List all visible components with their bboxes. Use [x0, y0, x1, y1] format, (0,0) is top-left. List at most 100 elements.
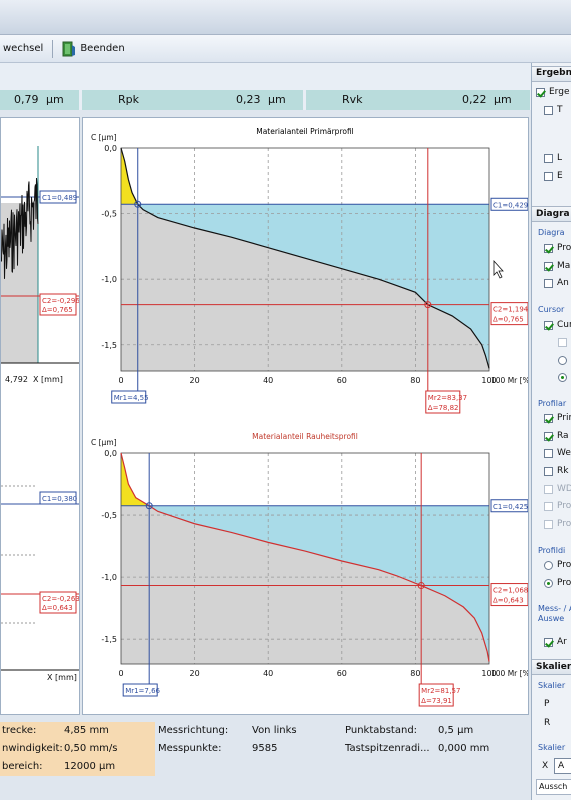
exit-button-label: Beenden — [80, 43, 125, 54]
y-tick-label: 0,0 — [104, 144, 117, 153]
c2-label: C2=1,068 — [493, 587, 528, 595]
delta-mr-label: Δ=78,82 — [428, 404, 459, 412]
param-unit: µm — [46, 93, 64, 106]
profile-checkbox[interactable]: Rk — [544, 466, 568, 476]
left-bottom-delta-label: Δ=0,643 — [42, 604, 73, 612]
x-tick-label: 0 — [118, 669, 123, 678]
profile-checkbox[interactable]: We — [544, 448, 571, 458]
profile-display-group-label: Profildi — [538, 546, 566, 555]
left-bottom-c1-box — [39, 491, 77, 505]
measurement-info: trecke: 4,85 mm Messrichtung: Von links … — [0, 716, 531, 800]
profile-display-radio[interactable]: Pro — [544, 560, 571, 570]
evaluation-checkbox[interactable]: Ar — [544, 637, 567, 647]
profile-checkbox[interactable]: Ra — [544, 431, 569, 441]
left-top-c1-box — [39, 190, 77, 204]
settings-panel: Ergebni Erge T L E Diagra Diagra Pro Ma … — [531, 63, 571, 800]
left-top-c2-box — [39, 293, 77, 316]
mr2-label: Mr2=83,37 — [428, 394, 467, 402]
partial-button[interactable]: wechsel — [0, 38, 46, 60]
exit-button[interactable]: Beenden — [59, 38, 127, 60]
scale-r-label: R — [544, 718, 551, 728]
result-option-checkbox[interactable]: T — [544, 105, 563, 115]
info-label: Tastspitzenradi... — [345, 743, 430, 754]
left-top-c2-label: C2=-0,296 — [42, 297, 79, 305]
profile-display-radio[interactable]: Pro — [544, 578, 571, 588]
parameter-cell: 0,79 µm — [0, 90, 80, 110]
profile-checkbox[interactable]: Prim — [544, 413, 571, 423]
y-axis-label: C [µm] — [91, 438, 117, 447]
param-label: Rvk — [342, 93, 363, 106]
parameter-cell-rpk: Rpk 0,23 µm — [82, 90, 304, 110]
left-bottom-c2-box — [39, 591, 77, 614]
x-tick-label: 0 — [118, 376, 123, 385]
material-ratio-svg: Materialanteil Primärprofil C [µm] 0 20 40 60… — [91, 127, 533, 707]
left-top-delta-label: Δ=0,765 — [42, 306, 73, 314]
info-value: 0,5 µm — [438, 725, 474, 736]
c2-label: C2=1,194 — [493, 306, 528, 314]
void-area-fill — [149, 505, 490, 662]
info-value: 9585 — [252, 743, 278, 754]
y-axis-label: C [µm] — [91, 133, 117, 142]
cursor-checkbox[interactable]: Cur — [544, 320, 571, 330]
info-label: Messrichtung: — [158, 725, 229, 736]
chart-title: Materialanteil Rauheitsprofil — [252, 432, 358, 441]
scale-group-label: Skalier — [538, 743, 566, 752]
mr2-marker — [424, 301, 432, 309]
profile-group-label: Profilar — [538, 399, 567, 408]
x-tick-label: 20 — [190, 376, 200, 385]
cursor-radio[interactable] — [558, 356, 571, 365]
x-tick-label: 40 — [263, 669, 273, 678]
scale-x-select[interactable]: A — [554, 758, 571, 774]
x-tick-label: 100 — [481, 669, 496, 678]
scale-group-label: Skalier — [538, 681, 566, 690]
left-top-x-end-label: 4,792 — [5, 375, 28, 384]
y-tick-label: -1,5 — [101, 341, 117, 350]
window-titlebar — [0, 0, 571, 35]
param-value: 0,22 — [462, 93, 487, 106]
delta-c-label: Δ=0,765 — [493, 316, 524, 324]
param-label: Rpk — [118, 93, 139, 106]
exit-door-icon — [62, 41, 76, 56]
results-checkbox[interactable]: Erge — [536, 87, 569, 97]
left-bottom-x-unit: X [mm] — [47, 673, 77, 682]
toolbar-separator — [52, 39, 54, 58]
profile-checkbox[interactable]: WD — [544, 484, 571, 494]
x-axis-label: 100 Mr [%] — [491, 669, 528, 678]
info-label: Punktabstand: — [345, 725, 418, 736]
cursor-sub-checkbox[interactable] — [558, 338, 571, 347]
mr2-marker — [417, 582, 425, 590]
info-label: bereich: — [2, 761, 43, 772]
result-option-checkbox[interactable]: L — [544, 153, 562, 163]
scale-tab[interactable]: Aussch — [536, 779, 571, 795]
cursor-radio[interactable] — [558, 373, 571, 382]
mr2-label-box — [418, 683, 454, 707]
delta-c-label: Δ=0,643 — [493, 597, 524, 605]
info-label: Messpunkte: — [158, 743, 222, 754]
param-value: 0,79 — [14, 93, 39, 106]
left-top-c1-label: C1=0,489 — [42, 194, 77, 202]
void-area-fill — [137, 204, 489, 369]
diagram-checkbox[interactable]: An — [544, 278, 569, 288]
left-top-x-unit: X [mm] — [33, 375, 63, 384]
diagram-checkbox[interactable]: Pro — [544, 243, 571, 253]
mr1-label-box — [122, 683, 158, 697]
param-unit: µm — [268, 93, 286, 106]
material-area-fill — [121, 453, 489, 664]
y-tick-label: -0,5 — [101, 511, 117, 520]
profile-checkbox[interactable]: Pro — [544, 501, 571, 511]
mr1-marker — [134, 200, 142, 208]
peak-area-fill — [121, 453, 150, 506]
result-option-checkbox[interactable]: E — [544, 171, 563, 181]
info-value: 0,50 mm/s — [64, 743, 118, 754]
cursor-group-label: Cursor — [538, 305, 565, 314]
diagram-checkbox[interactable]: Ma — [544, 261, 570, 271]
profile-checkbox[interactable]: Pro — [544, 519, 571, 529]
material-ratio-curve — [120, 147, 490, 369]
c1-label: C1=0,425 — [493, 503, 528, 511]
param-unit: µm — [494, 93, 512, 106]
mr1-label: Mr1=7,66 — [125, 687, 160, 695]
material-ratio-panel: Materialanteil Primärprofil C [µm] 0 20 40 60… — [82, 117, 533, 715]
mr1-label-box — [111, 390, 147, 404]
x-tick-label: 100 — [481, 376, 496, 385]
profile-charts-svg: C1=0,489 C2=-0,296 Δ=0,765 4,792 X [mm] … — [0, 146, 80, 682]
